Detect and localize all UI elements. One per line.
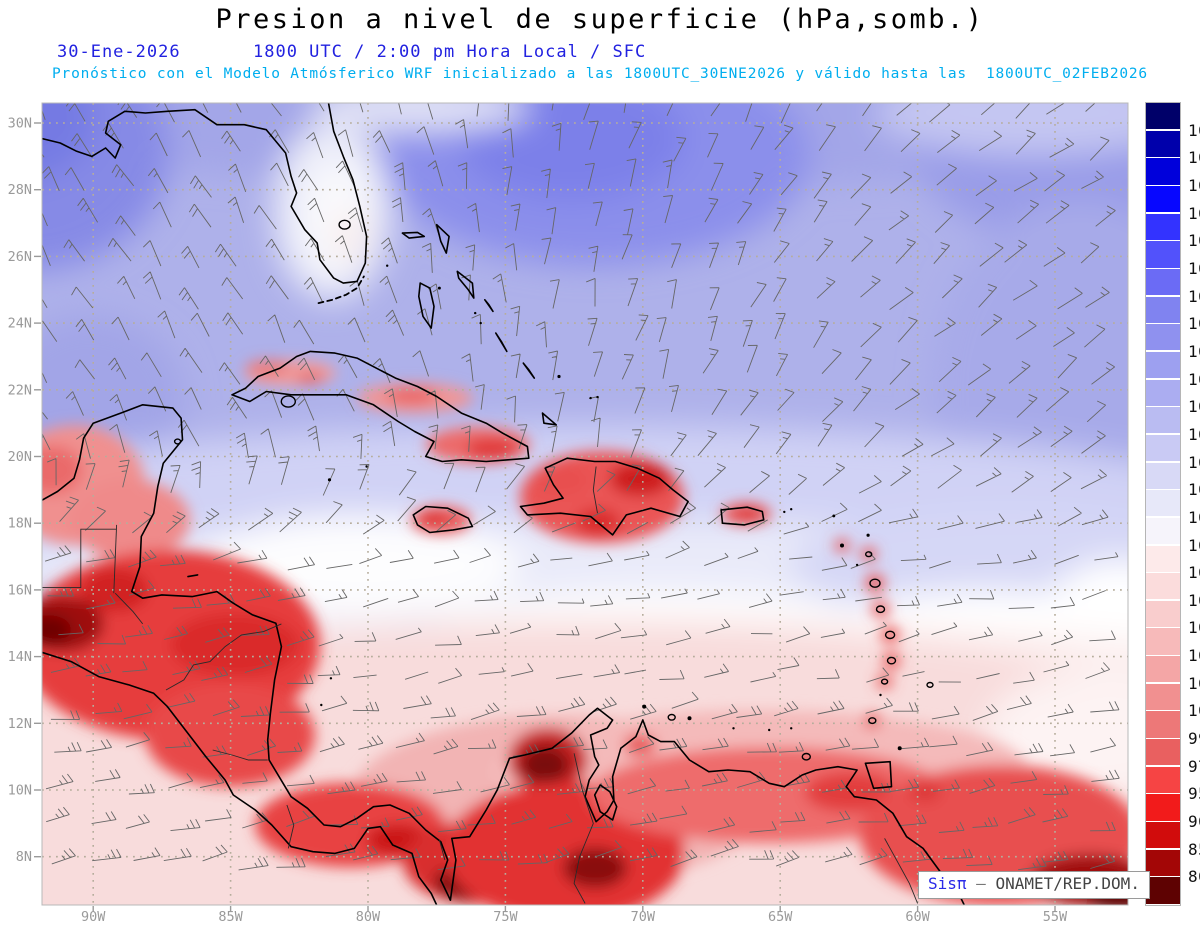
colorbar-tick-label: 1015	[1188, 452, 1200, 472]
lat-tick-label: 10N	[8, 783, 32, 799]
colorbar-segment	[1146, 434, 1180, 462]
colorbar-tick-label: 1000	[1188, 701, 1200, 721]
colorbar-tick-label: 950	[1188, 784, 1200, 804]
colorbar-tick-label: 1013	[1188, 507, 1200, 527]
lon-tick-label: 85W	[218, 909, 243, 925]
colorbar-segment	[1146, 822, 1180, 849]
colorbar-segment	[1146, 103, 1180, 130]
axis-labels: 30N 28N 26N 24N 22N 20N 18N 16N 14N 12N 10N 8N 90W 85…	[8, 116, 1068, 926]
colorbar-tick-label: 1010	[1188, 563, 1200, 583]
colorbar-tick-label: 1014	[1188, 480, 1200, 500]
lat-tick-label: 28N	[8, 182, 32, 198]
wind-barbs-layer	[42, 103, 1120, 871]
lat-tick-label: 8N	[16, 849, 32, 865]
colorbar-tick-label: 1022	[1188, 286, 1200, 306]
forecast-model-line: Pronóstico con el Modelo Atmósferico WRF…	[52, 66, 1148, 82]
colorbar-segment	[1146, 656, 1180, 683]
lat-tick-label: 22N	[8, 382, 32, 398]
lat-tick-label: 26N	[8, 249, 32, 265]
colorbar-tick-label: 1012	[1188, 535, 1200, 555]
political-borders-layer	[42, 466, 919, 904]
colorbar-segment	[1146, 268, 1180, 296]
colorbar-tick-label: 900	[1188, 812, 1200, 831]
colorbar-segment	[1146, 213, 1180, 240]
watermark-separator: —	[976, 874, 986, 893]
colorbar-segment	[1146, 849, 1180, 876]
lon-tick-label: 70W	[631, 909, 656, 925]
colorbar-tick-label: 800	[1188, 867, 1200, 887]
lon-tick-label: 65W	[768, 909, 793, 925]
colorbar-segment	[1146, 766, 1180, 793]
colorbar-tick-label: 1017	[1188, 397, 1200, 417]
colorbar-segment	[1146, 490, 1180, 517]
colorbar-tick-label: 1016	[1188, 424, 1200, 444]
colorbar-tick-label: 1002	[1188, 673, 1200, 693]
colorbar-tick-label: 970	[1188, 756, 1200, 776]
colorbar-segment	[1146, 130, 1180, 157]
colorbar-segment	[1146, 545, 1180, 572]
colorbar-tick-label: 1008	[1188, 590, 1200, 610]
colorbar-segment	[1146, 711, 1180, 738]
colorbar-segment	[1146, 296, 1180, 323]
colorbar-tick-label: 1018	[1188, 369, 1200, 389]
colorbar-segment	[1146, 739, 1180, 766]
watermark-brand: Sisπ	[928, 874, 967, 893]
colorbar-tick-label: 1004	[1188, 646, 1200, 666]
colorbar-segment	[1146, 241, 1180, 268]
lon-tick-label: 60W	[905, 909, 930, 925]
colorbar-tick-label: 1025	[1188, 258, 1200, 278]
graticule-layer	[42, 103, 1128, 905]
axis-ticks	[34, 122, 1056, 912]
valid-time-label: 1800 UTC / 2:00 pm Hora Local / SFC	[253, 42, 647, 62]
valid-date-label: 30-Ene-2026	[57, 42, 181, 62]
colorbar-tick-label: 1028	[1188, 231, 1200, 251]
colorbar-segment	[1146, 683, 1180, 711]
lon-tick-label: 90W	[81, 909, 106, 925]
colorbar-segment	[1146, 158, 1180, 185]
colorbar-tick-label: 1020	[1188, 314, 1200, 334]
coastline-layer	[42, 103, 966, 905]
colorbar-segment	[1146, 351, 1180, 379]
colorbar-tick-label: 1006	[1188, 618, 1200, 638]
colorbar-segment	[1146, 600, 1180, 628]
colorbar-segment	[1146, 877, 1180, 904]
colorbar-tick-label: 1019	[1188, 341, 1200, 361]
colorbar-tick-label: 1030	[1188, 203, 1200, 223]
lon-tick-label: 75W	[493, 909, 518, 925]
page-title: Presion a nivel de superficie (hPa,somb.…	[215, 4, 985, 35]
lat-tick-label: 12N	[8, 716, 32, 732]
lat-tick-label: 18N	[8, 516, 32, 532]
lat-tick-label: 20N	[8, 449, 32, 465]
colorbar-tick-label: 1040	[1188, 148, 1200, 168]
colorbar-tick-label: 850	[1188, 839, 1200, 859]
colorbar-segment	[1146, 628, 1180, 655]
lat-tick-label: 16N	[8, 582, 32, 598]
lon-tick-label: 80W	[356, 909, 381, 925]
colorbar-segment	[1146, 462, 1180, 489]
colorbar-segment	[1146, 517, 1180, 545]
colorbar-segment	[1146, 407, 1180, 434]
colorbar-tick-label: 1050	[1188, 120, 1200, 140]
pressure-colorbar	[1145, 102, 1181, 906]
map-frame	[41, 102, 1129, 906]
colorbar-tick-label: 1035	[1188, 176, 1200, 195]
colorbar-segment	[1146, 379, 1180, 406]
lat-tick-label: 24N	[8, 316, 32, 332]
watermark-box: Sisπ — ONAMET/REP.DOM.	[918, 871, 1150, 899]
colorbar-segment	[1146, 573, 1180, 600]
lat-tick-label: 14N	[8, 649, 32, 665]
watermark-org: ONAMET/REP.DOM.	[995, 874, 1140, 893]
lat-tick-label: 30N	[8, 116, 32, 132]
colorbar-tick-label: 990	[1188, 729, 1200, 749]
colorbar-segment	[1146, 794, 1180, 821]
colorbar-segment	[1146, 324, 1180, 351]
lon-tick-label: 55W	[1043, 909, 1068, 925]
colorbar-segment	[1146, 186, 1180, 213]
